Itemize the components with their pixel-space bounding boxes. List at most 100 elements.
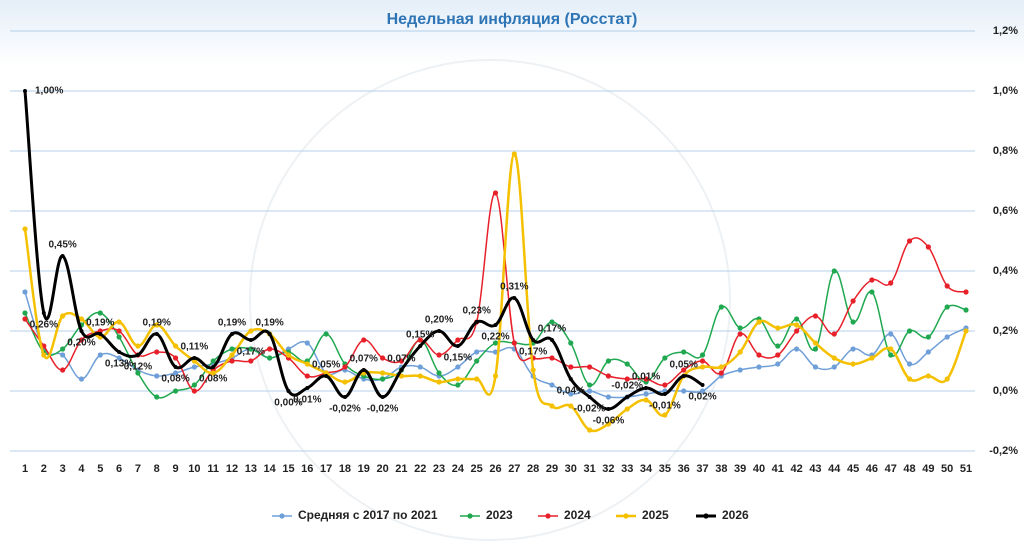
point	[549, 382, 555, 388]
point	[718, 364, 724, 370]
point	[455, 344, 460, 348]
x-tick-label: 9	[172, 463, 178, 475]
point	[191, 388, 197, 394]
y-tick-label: 1,0%	[993, 85, 1018, 97]
y-tick-label: 0,0%	[993, 385, 1018, 397]
legend-label: Средняя с 2017 по 2021	[298, 508, 438, 522]
legend-label: 2025	[642, 508, 669, 522]
point	[549, 338, 554, 342]
point	[869, 289, 875, 295]
x-tick-label: 20	[376, 463, 388, 475]
data-label: 0,19%	[218, 318, 246, 329]
point	[944, 304, 950, 310]
x-tick-label: 6	[116, 463, 122, 475]
x-tick-label: 37	[696, 463, 708, 475]
point	[154, 322, 160, 328]
data-label: 0,05%	[312, 360, 340, 371]
point	[417, 373, 423, 379]
x-tick-label: 2	[41, 463, 47, 475]
point	[436, 370, 442, 376]
data-label: 0,01%	[293, 395, 321, 406]
point	[248, 358, 254, 364]
data-label: 0,15%	[406, 330, 434, 341]
point	[78, 337, 85, 343]
legend-marker	[703, 513, 709, 519]
point	[380, 395, 385, 399]
point	[700, 383, 705, 387]
point	[474, 358, 480, 364]
point	[474, 376, 480, 382]
point	[286, 389, 291, 393]
data-label: 0,12%	[124, 362, 152, 373]
point	[681, 374, 686, 378]
point	[624, 376, 630, 382]
y-tick-label: 1,2%	[993, 25, 1018, 37]
point	[662, 382, 668, 388]
data-label: 1,00%	[35, 86, 63, 97]
point	[925, 373, 931, 379]
point	[97, 310, 103, 316]
data-label: 0,19%	[255, 318, 283, 329]
point	[963, 289, 969, 295]
x-tick-label: 12	[226, 463, 238, 475]
point	[60, 346, 66, 352]
point	[512, 296, 517, 300]
point	[605, 373, 612, 379]
point	[606, 407, 611, 411]
data-label: 0,02%	[688, 392, 716, 403]
data-label: 0,45%	[48, 240, 76, 251]
x-tick-label: 14	[264, 463, 277, 475]
x-tick-label: 45	[847, 463, 859, 475]
x-tick-label: 30	[565, 463, 577, 475]
point	[587, 364, 593, 370]
data-label: 0,20%	[425, 315, 453, 326]
x-tick-label: 50	[941, 463, 953, 475]
point	[568, 364, 574, 370]
point	[267, 355, 273, 361]
point	[305, 386, 310, 390]
point	[98, 332, 103, 336]
point	[455, 382, 461, 388]
legend-marker	[279, 513, 285, 519]
x-tick-label: 41	[772, 463, 784, 475]
point	[154, 373, 160, 379]
data-label: 0,19%	[86, 318, 114, 329]
point	[267, 332, 272, 336]
x-tick-label: 38	[715, 463, 727, 475]
point	[285, 352, 292, 358]
x-tick-label: 18	[339, 463, 351, 475]
x-tick-label: 25	[471, 463, 483, 475]
x-tick-label: 40	[753, 463, 765, 475]
x-tick-label: 47	[885, 463, 897, 475]
data-label: 0,31%	[500, 282, 528, 293]
point	[418, 344, 423, 348]
data-label: 0,17%	[519, 347, 547, 358]
point	[925, 349, 931, 355]
point	[963, 307, 969, 313]
point	[737, 367, 743, 373]
point	[492, 190, 499, 196]
point	[624, 406, 630, 412]
point	[192, 356, 197, 360]
data-label: 0,05%	[670, 360, 698, 371]
point	[831, 268, 837, 274]
point	[812, 346, 819, 352]
point	[850, 361, 856, 367]
point	[248, 346, 254, 352]
point	[117, 350, 122, 354]
point	[831, 364, 837, 370]
point	[60, 367, 66, 373]
point	[191, 364, 197, 370]
point	[210, 358, 216, 364]
x-tick-label: 48	[903, 463, 915, 475]
point	[323, 370, 329, 376]
point	[455, 337, 461, 343]
point	[568, 340, 574, 346]
point	[417, 337, 423, 343]
point	[944, 334, 950, 340]
point	[850, 298, 856, 304]
point	[850, 346, 856, 352]
point	[399, 368, 404, 372]
point	[474, 349, 480, 355]
point	[625, 395, 630, 399]
